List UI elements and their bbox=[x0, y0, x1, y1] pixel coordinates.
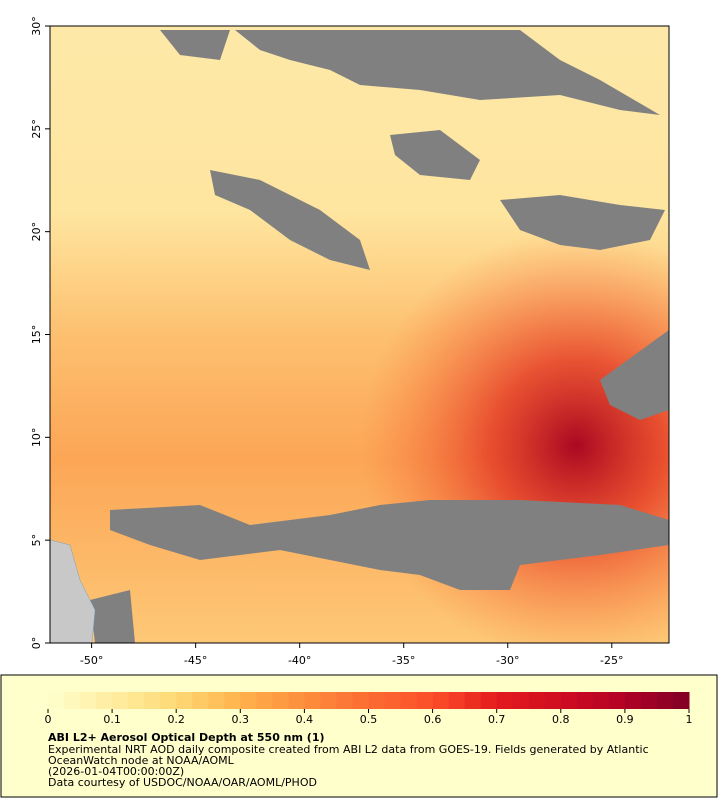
legend-title: ABI L2+ Aerosol Optical Depth at 550 nm … bbox=[48, 731, 325, 744]
x-tick-label: -35° bbox=[392, 654, 415, 667]
y-tick-label: 30° bbox=[30, 16, 43, 36]
y-tick-label: 20° bbox=[30, 222, 43, 242]
y-tick-label: 15° bbox=[30, 325, 43, 345]
y-tick-label: 10° bbox=[30, 428, 43, 448]
colorbar-cell bbox=[64, 692, 81, 709]
colorbar-cell bbox=[208, 692, 225, 709]
colorbar-cell bbox=[560, 692, 578, 709]
colorbar-cell bbox=[128, 692, 145, 709]
y-tick-label: 25° bbox=[30, 119, 43, 139]
legend-time: (2026-01-04T00:00:00Z) bbox=[48, 765, 184, 778]
colorbar-cell bbox=[400, 692, 418, 709]
legend-description: OceanWatch node at NOAA/AOML bbox=[48, 754, 235, 767]
colorbar-cell bbox=[48, 692, 65, 709]
colorbar-cell bbox=[352, 692, 369, 709]
colorbar-cell bbox=[528, 692, 546, 709]
colorbar-cell bbox=[80, 692, 97, 709]
colorbar-cell bbox=[416, 692, 434, 709]
colorbar-cell bbox=[480, 692, 498, 709]
y-tick-label: 5° bbox=[30, 534, 43, 547]
legend-credit: Data courtesy of USDOC/NOAA/OAR/AOML/PHO… bbox=[48, 776, 317, 789]
colorbar-cell bbox=[112, 692, 129, 709]
colorbar-cell bbox=[592, 692, 610, 709]
colorbar-cell bbox=[192, 692, 209, 709]
x-tick-label: -45° bbox=[184, 654, 207, 667]
colorbar-tick-label: 0 bbox=[45, 713, 52, 726]
y-tick-label: 0° bbox=[30, 637, 43, 650]
legend-description: Experimental NRT AOD daily composite cre… bbox=[48, 743, 649, 756]
colorbar-cell bbox=[368, 692, 386, 709]
colorbar-cell bbox=[448, 692, 466, 709]
colorbar-cell bbox=[304, 692, 321, 709]
colorbar-cell bbox=[288, 692, 305, 709]
colorbar-cell bbox=[160, 692, 177, 709]
colorbar-cell bbox=[608, 692, 626, 709]
colorbar-cell bbox=[464, 692, 482, 709]
map-image bbox=[50, 26, 669, 643]
colorbar-cell bbox=[256, 692, 273, 709]
colorbar-cell bbox=[656, 692, 674, 709]
colorbar-cell bbox=[176, 692, 193, 709]
colorbar-tick-label: 0.6 bbox=[424, 713, 442, 726]
colorbar-cell bbox=[576, 692, 594, 709]
colorbar-cell bbox=[272, 692, 289, 709]
colorbar-cell bbox=[640, 692, 658, 709]
colorbar-tick-label: 1 bbox=[686, 713, 693, 726]
x-tick-label: -30° bbox=[496, 654, 519, 667]
colorbar-tick-label: 0.4 bbox=[296, 713, 314, 726]
colorbar-cell bbox=[336, 692, 353, 709]
colorbar-cell bbox=[544, 692, 562, 709]
colorbar-cell bbox=[432, 692, 450, 709]
colorbar-tick-label: 0.7 bbox=[488, 713, 506, 726]
colorbar-tick-label: 0.5 bbox=[360, 713, 378, 726]
colorbar-tick-label: 0.2 bbox=[167, 713, 185, 726]
colorbar-tick-label: 0.9 bbox=[616, 713, 634, 726]
colorbar-cell bbox=[144, 692, 161, 709]
colorbar-tick-label: 0.1 bbox=[103, 713, 121, 726]
colorbar-cell bbox=[240, 692, 257, 709]
colorbar-cell bbox=[512, 692, 530, 709]
colorbar-tick-label: 0.8 bbox=[552, 713, 570, 726]
colorbar-cell bbox=[96, 692, 113, 709]
colorbar-cell bbox=[224, 692, 241, 709]
colorbar-tick-label: 0.3 bbox=[232, 713, 250, 726]
colorbar-cell bbox=[384, 692, 402, 709]
x-tick-label: -50° bbox=[80, 654, 103, 667]
colorbar-cell bbox=[672, 692, 690, 709]
colorbar-cell bbox=[496, 692, 514, 709]
x-tick-label: -40° bbox=[288, 654, 311, 667]
colorbar-cell bbox=[320, 692, 337, 709]
colorbar-cell bbox=[624, 692, 642, 709]
x-tick-label: -25° bbox=[600, 654, 623, 667]
